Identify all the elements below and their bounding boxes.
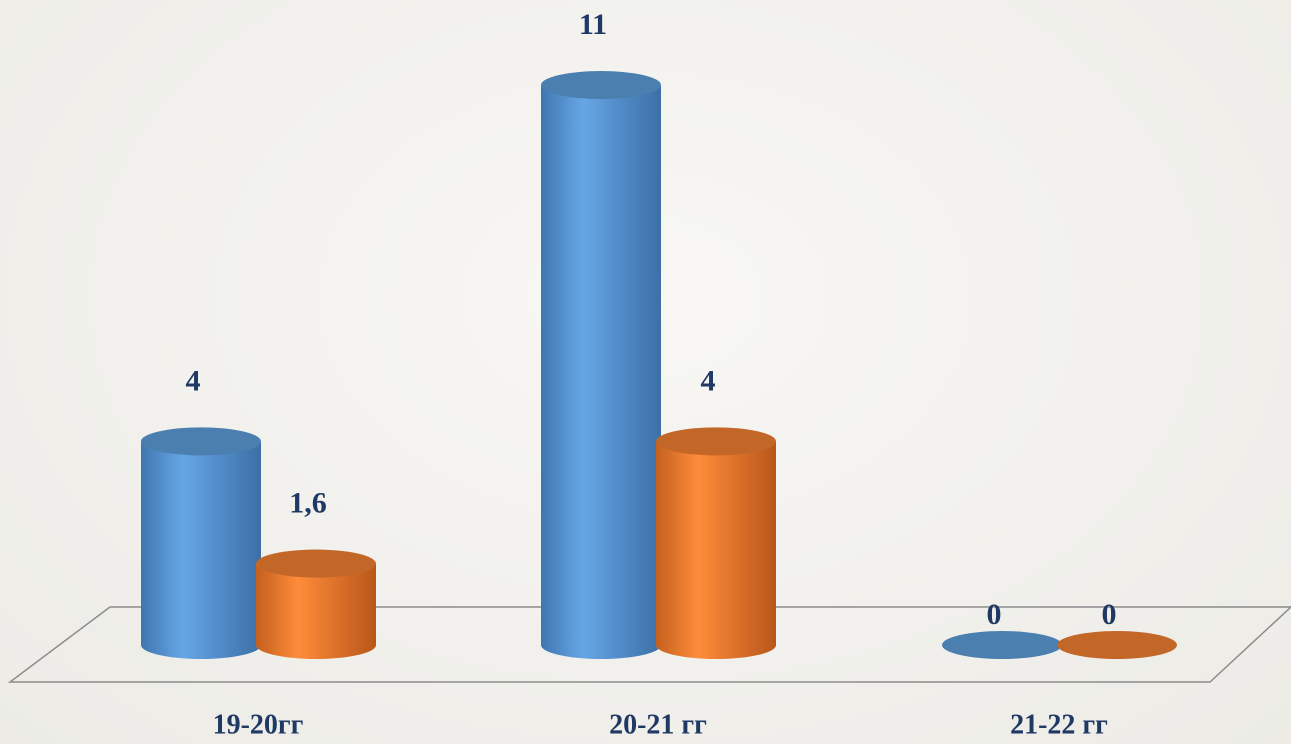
cylinder [942,631,1062,659]
data-label: 0 [1102,598,1117,631]
cylinder-body [656,441,776,659]
cylinder-body [541,85,661,659]
data-label: 4 [186,364,201,397]
cylinder-top [541,71,661,99]
data-label: 11 [579,8,607,41]
x-tick-label: 19-20гг [213,709,304,740]
cylinder-body [141,441,261,659]
data-label: 1,6 [289,486,327,519]
cylinder [656,427,776,659]
x-tick-label: 20-21 гг [609,709,707,740]
cylinder [1057,631,1177,659]
cylinder [256,549,376,659]
cylinder [141,427,261,659]
x-tick-label: 21-22 гг [1010,709,1108,740]
floor [7,606,1291,683]
cylinder-top [942,631,1062,659]
cylinder-top [256,549,376,578]
cylinder-top [141,427,261,456]
cylinder-top [656,427,776,456]
cylinder-body [256,563,376,659]
data-label: 0 [987,598,1002,631]
cylinder [541,71,661,659]
data-label: 4 [701,364,716,397]
cylinder-top [1057,631,1177,659]
